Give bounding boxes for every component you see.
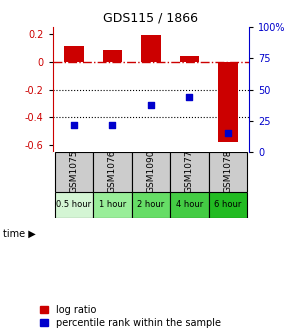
Text: GSM1090: GSM1090 (146, 149, 155, 193)
Point (226, 131, 230, 136)
Text: 1 hour: 1 hour (99, 201, 126, 209)
Text: GSM1076: GSM1076 (108, 149, 117, 193)
Bar (218, 62, 238, 142)
Text: GSM1077: GSM1077 (185, 149, 194, 193)
Bar (55, 192, 93, 218)
Text: 2 hour: 2 hour (137, 201, 165, 209)
Text: 4 hour: 4 hour (176, 201, 203, 209)
Bar (170, 152, 209, 192)
Text: 6 hour: 6 hour (214, 201, 241, 209)
Bar (93, 152, 132, 192)
Bar (93, 192, 132, 218)
Bar (209, 152, 247, 192)
Title: GDS115 / 1866: GDS115 / 1866 (103, 11, 198, 24)
Bar (55, 152, 93, 192)
Bar (209, 192, 247, 218)
Bar (141, 35, 161, 62)
Bar (132, 192, 170, 218)
Bar (103, 50, 122, 62)
Point (71, 122, 76, 127)
Point (187, 94, 192, 100)
Text: GSM1078: GSM1078 (223, 149, 232, 193)
Text: GSM1075: GSM1075 (69, 149, 79, 193)
Bar (132, 152, 170, 192)
Legend: log ratio, percentile rank within the sample: log ratio, percentile rank within the sa… (40, 305, 221, 328)
Bar (64, 46, 84, 62)
Bar (170, 192, 209, 218)
Text: 0.5 hour: 0.5 hour (56, 201, 91, 209)
Bar (180, 56, 199, 62)
Point (110, 122, 115, 127)
Point (149, 102, 153, 107)
Text: time ▶: time ▶ (3, 228, 36, 239)
